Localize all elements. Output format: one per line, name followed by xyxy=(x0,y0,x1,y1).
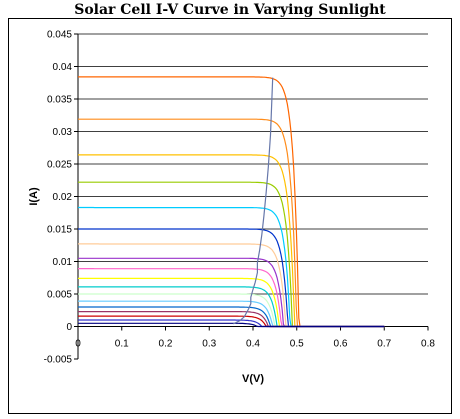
iv-curve-series xyxy=(78,311,385,328)
x-tick-label: 0.3 xyxy=(202,339,216,350)
x-tick-label: 0.4 xyxy=(246,339,260,350)
iv-curve-series xyxy=(78,76,385,328)
iv-curve-series xyxy=(78,293,385,328)
chart-title: Solar Cell I-V Curve in Varying Sunlight xyxy=(74,2,386,18)
max-power-trace xyxy=(233,77,274,325)
y-tick-label: 0.035 xyxy=(47,95,72,106)
y-tick-label: -0.005 xyxy=(44,355,73,366)
y-tick-label: 0.025 xyxy=(47,160,72,171)
iv-curve-series xyxy=(78,322,385,328)
iv-curve-series xyxy=(78,300,385,328)
y-tick-label: 0.01 xyxy=(53,257,73,268)
x-tick-label: 0.6 xyxy=(334,339,348,350)
x-tick-label: 0.5 xyxy=(290,339,304,350)
x-axis-title: V(V) xyxy=(242,373,264,385)
y-tick-label: 0.045 xyxy=(47,30,72,41)
x-tick-label: 0.8 xyxy=(421,339,435,350)
x-tick-label: 0.1 xyxy=(115,339,129,350)
iv-curve-series xyxy=(78,181,385,328)
x-tick-label: 0.2 xyxy=(159,339,173,350)
y-tick-label: 0.02 xyxy=(53,192,73,203)
y-tick-label: 0 xyxy=(66,322,72,333)
y-tick-label: 0.005 xyxy=(47,290,72,301)
iv-curve-series xyxy=(78,315,385,328)
y-tick-label: 0.04 xyxy=(53,62,73,73)
iv-curve-series xyxy=(78,277,385,328)
iv-curve-series xyxy=(78,206,385,328)
iv-curve-series xyxy=(78,268,385,328)
y-tick-label: 0.015 xyxy=(47,225,72,236)
chart-area xyxy=(8,18,452,414)
iv-curve-series xyxy=(78,118,385,328)
x-tick-label: 0.7 xyxy=(377,339,391,350)
y-axis-title: I(A) xyxy=(28,187,40,206)
iv-curve-series xyxy=(78,243,385,328)
y-tick-label: 0.03 xyxy=(53,127,73,138)
